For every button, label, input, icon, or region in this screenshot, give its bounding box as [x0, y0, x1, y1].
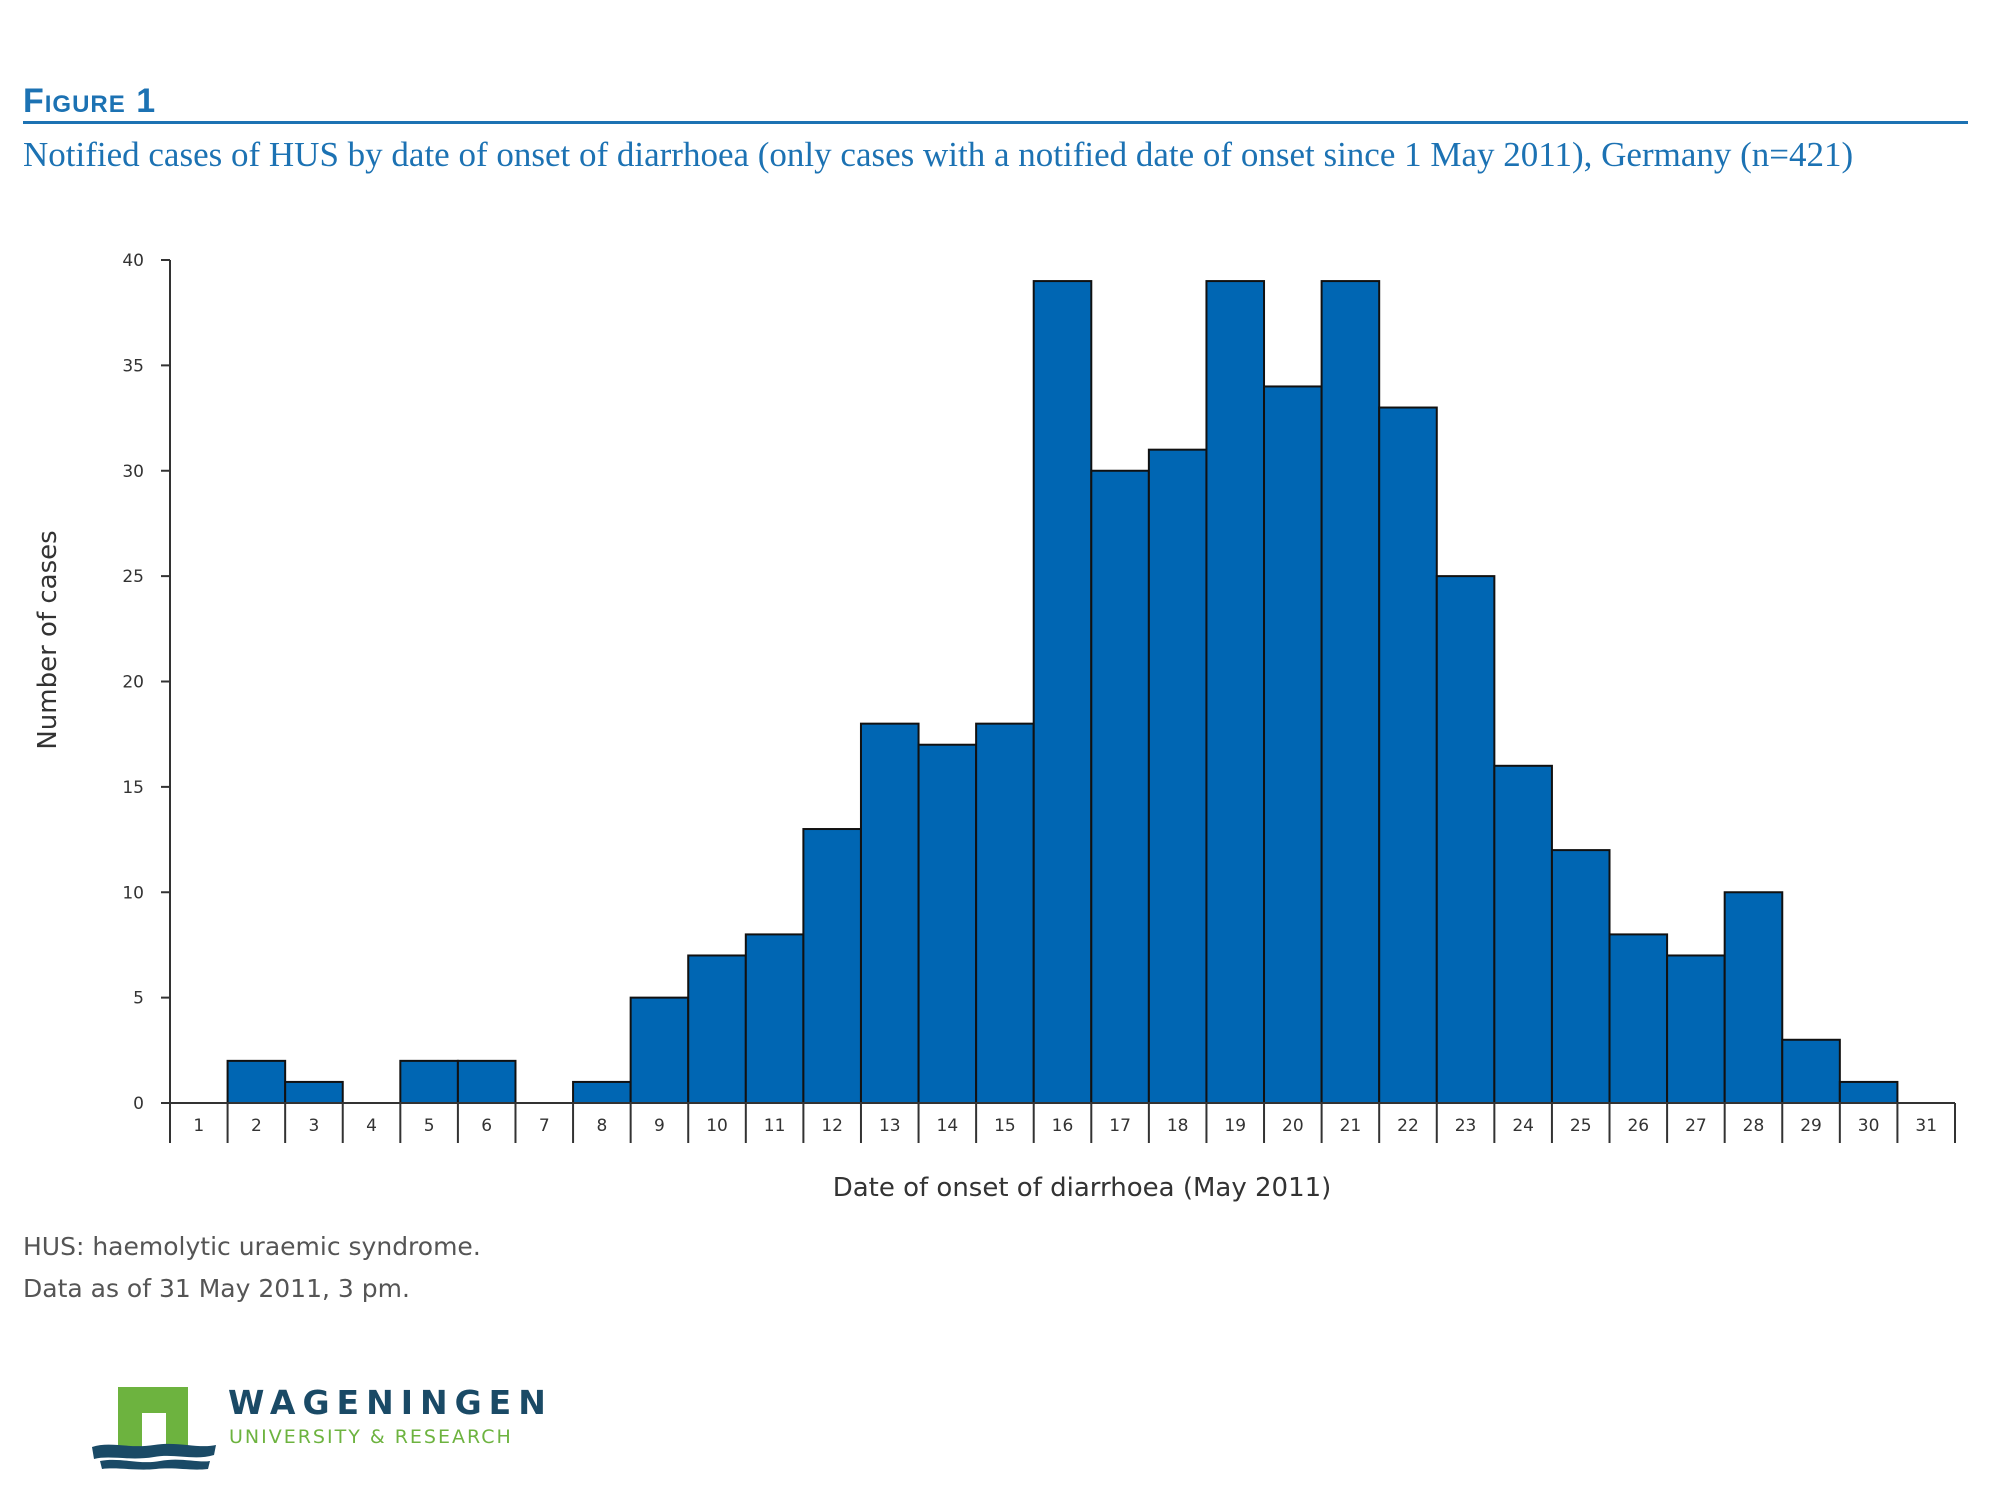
x-tick-label: 22	[1397, 1116, 1419, 1136]
x-tick-label: 26	[1627, 1116, 1649, 1136]
bar-13	[859, 722, 920, 1105]
x-tick-label: 13	[879, 1116, 901, 1136]
logo-subtitle: UNIVERSITY & RESEARCH	[229, 1426, 513, 1448]
y-tick-label: 40	[122, 251, 144, 271]
x-tick-label: 30	[1858, 1116, 1880, 1136]
x-tick-label: 20	[1282, 1116, 1304, 1136]
x-tick-label: 12	[821, 1116, 843, 1136]
bar-17	[1090, 469, 1150, 1104]
x-tick-label: 14	[937, 1116, 959, 1136]
x-tick-label: 9	[654, 1116, 665, 1136]
bar-20	[1263, 385, 1323, 1104]
x-tick-label: 1	[193, 1116, 204, 1136]
x-tick-label: 27	[1685, 1116, 1707, 1136]
x-tick-label: 29	[1800, 1116, 1822, 1136]
bar-18	[1147, 448, 1208, 1104]
x-tick-label: 23	[1455, 1116, 1477, 1136]
bar-26	[1608, 933, 1669, 1105]
footnote-abbreviation: HUS: haemolytic uraemic syndrome.	[23, 1232, 481, 1261]
x-tick-label: 4	[366, 1116, 377, 1136]
footnote-data-date: Data as of 31 May 2011, 3 pm.	[23, 1274, 410, 1303]
x-tick-label: 16	[1052, 1116, 1074, 1136]
bar-15	[975, 722, 1035, 1105]
x-tick-label: 7	[539, 1116, 550, 1136]
wur-logo-icon	[92, 1387, 216, 1470]
x-tick-label: 6	[481, 1116, 492, 1136]
bar-30	[1838, 1080, 1899, 1105]
x-tick-label: 31	[1915, 1116, 1937, 1136]
bar-10	[687, 954, 747, 1104]
y-tick-label: 5	[133, 989, 144, 1009]
bar-11	[744, 933, 805, 1105]
y-tick-label: 0	[133, 1094, 144, 1114]
y-tick-label: 30	[122, 462, 144, 482]
x-tick-label: 15	[994, 1116, 1016, 1136]
y-tick-label: 15	[122, 778, 144, 798]
x-tick-label: 19	[1224, 1116, 1246, 1136]
bar-16	[1032, 280, 1093, 1104]
bar-14	[917, 743, 978, 1104]
bar-23	[1435, 575, 1496, 1104]
y-tick-label: 35	[122, 356, 144, 376]
x-tick-label: 10	[706, 1116, 728, 1136]
bar-24	[1493, 764, 1553, 1104]
x-axis-title: Date of onset of diarrhoea (May 2011)	[833, 1173, 1332, 1203]
bar-29	[1781, 1038, 1841, 1105]
bar-27	[1666, 954, 1726, 1104]
x-tick-label: 28	[1743, 1116, 1765, 1136]
y-tick-label: 20	[122, 673, 144, 693]
bar-6	[456, 1059, 517, 1104]
logo-wordmark: WAGENINGEN	[228, 1383, 553, 1422]
x-tick-label: 3	[309, 1116, 320, 1136]
x-tick-label: 21	[1340, 1116, 1362, 1136]
y-axis-title: Number of cases	[33, 530, 63, 749]
y-tick-label: 25	[122, 567, 144, 587]
x-tick-label: 24	[1512, 1116, 1534, 1136]
bar-2	[226, 1059, 287, 1104]
x-tick-label: 25	[1570, 1116, 1592, 1136]
figure-divider	[23, 121, 1968, 124]
x-tick-label: 2	[251, 1116, 262, 1136]
bar-12	[802, 828, 862, 1105]
y-tick-label: 10	[122, 883, 144, 903]
bar-28	[1723, 891, 1784, 1104]
bar-19	[1205, 280, 1266, 1104]
bar-3	[284, 1080, 344, 1105]
bar-21	[1320, 280, 1381, 1104]
x-tick-label: 8	[596, 1116, 607, 1136]
x-tick-label: 17	[1109, 1116, 1131, 1136]
bar-8	[572, 1080, 632, 1105]
bar-25	[1550, 849, 1611, 1104]
bar-22	[1378, 406, 1438, 1104]
figure-label: Figure 1	[23, 82, 157, 120]
bar-5	[399, 1059, 459, 1104]
bar-9	[629, 996, 690, 1104]
chart-title: Notified cases of HUS by date of onset o…	[23, 135, 1854, 174]
bars	[226, 280, 1899, 1105]
x-tick-label: 5	[424, 1116, 435, 1136]
x-tick-label: 11	[764, 1116, 786, 1136]
x-tick-label: 18	[1167, 1116, 1189, 1136]
